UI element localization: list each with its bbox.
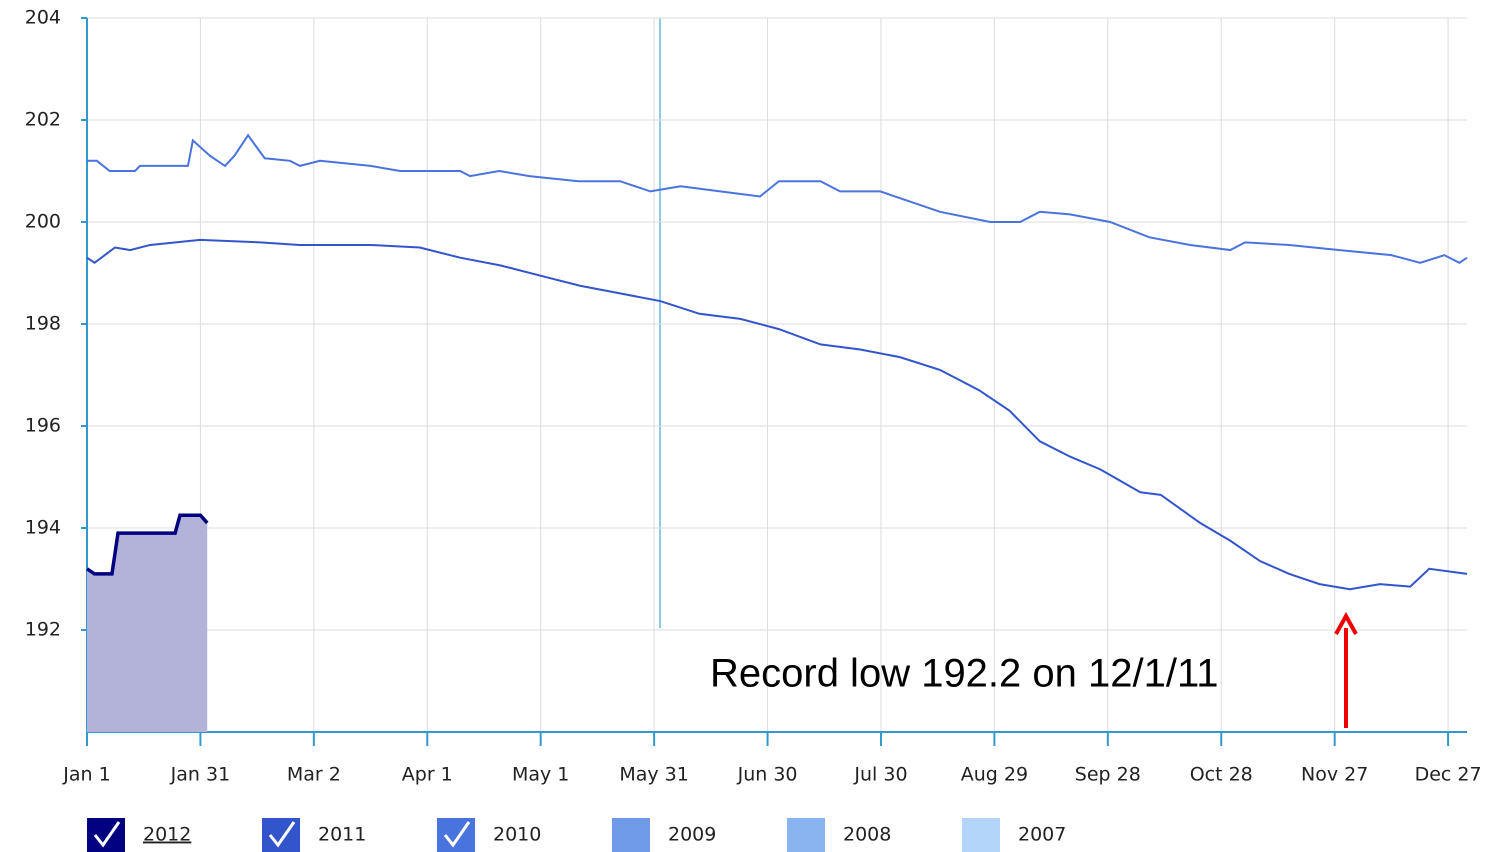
x-tick-label: Jan 1 — [62, 764, 110, 786]
legend-swatch — [612, 818, 650, 852]
y-tick-label: 198 — [25, 313, 61, 335]
legend-check — [268, 821, 296, 848]
y-tick-label: 192 — [25, 619, 61, 641]
x-tick-label: Apr 1 — [402, 764, 453, 786]
y-tick-label: 196 — [25, 415, 61, 437]
x-tick-label: Jul 30 — [853, 764, 907, 786]
legend-check — [93, 821, 121, 848]
annotation: Record low 192.2 on 12/1/11 — [710, 652, 1219, 696]
y-tick-label: 194 — [25, 517, 61, 539]
line — [86, 238, 1468, 591]
line — [86, 513, 209, 576]
x-tick-label: Mar 2 — [287, 764, 341, 786]
legend-swatch — [962, 818, 1000, 852]
legend-label[interactable]: 2009 — [668, 824, 716, 846]
x-tick-label: Dec 27 — [1415, 764, 1482, 786]
legend-label[interactable]: 2010 — [493, 824, 541, 846]
legend-label[interactable]: 2007 — [1018, 824, 1066, 846]
legend-check — [443, 821, 471, 848]
legend-label[interactable]: 2008 — [843, 824, 891, 846]
annotation-arrowhead — [1334, 611, 1358, 635]
y-tick-label: 202 — [25, 109, 61, 131]
x-tick-label: Nov 27 — [1301, 764, 1368, 786]
y-tick-label: 204 — [25, 7, 61, 29]
legend-label[interactable]: 2012 — [143, 824, 191, 846]
area — [87, 515, 208, 732]
legend-label[interactable]: 2011 — [318, 824, 366, 846]
line — [87, 133, 1468, 264]
x-tick-label: May 1 — [512, 764, 569, 786]
x-tick-label: Jan 31 — [170, 764, 231, 786]
x-tick-label: Aug 29 — [961, 764, 1028, 786]
x-tick-label: May 31 — [619, 764, 689, 786]
y-tick-label: 200 — [25, 211, 61, 233]
x-tick-label: Oct 28 — [1190, 764, 1253, 786]
legend-swatch — [787, 818, 825, 852]
x-tick-label: Sep 28 — [1075, 764, 1141, 786]
x-tick-label: Jun 30 — [737, 764, 798, 786]
